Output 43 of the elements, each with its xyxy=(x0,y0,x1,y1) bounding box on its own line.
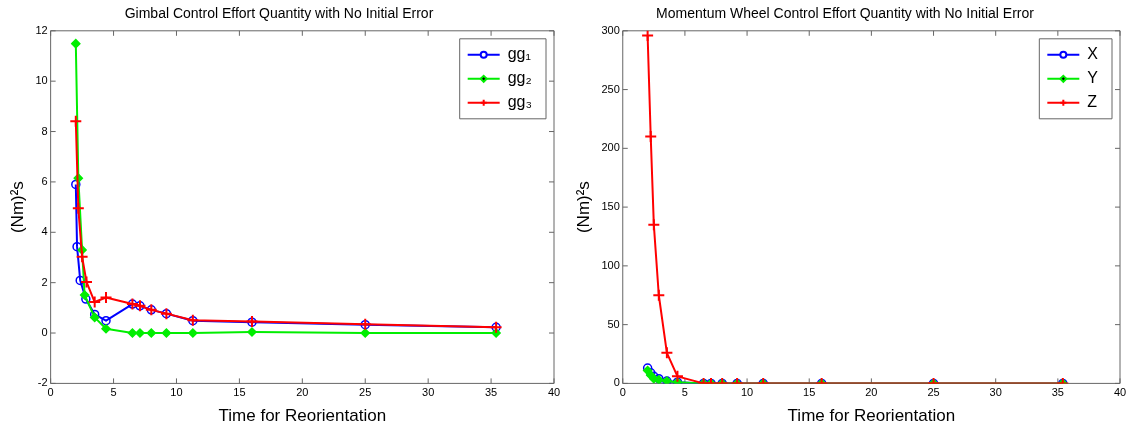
x-tick-label: 5 xyxy=(681,386,688,399)
x-tick-label: 35 xyxy=(1051,386,1064,399)
x-tick-label: 40 xyxy=(1113,386,1127,399)
x-tick-label: 10 xyxy=(170,386,183,399)
y-tick-label: 4 xyxy=(41,225,48,238)
y-tick-label: 100 xyxy=(601,258,620,271)
legend-label: gg₂ xyxy=(507,69,532,87)
y-tick-label: 0 xyxy=(613,376,620,389)
y-axis-title: (Nm)²s xyxy=(7,181,27,234)
x-axis-title: Time for Reorientation xyxy=(218,406,387,426)
x-tick-label: 30 xyxy=(989,386,1002,399)
x-tick-label: 40 xyxy=(547,386,561,399)
y-tick-label: 50 xyxy=(607,317,620,330)
y-tick-label: -2 xyxy=(37,376,48,389)
legend-label: gg₁ xyxy=(507,45,531,63)
y-tick-label: 12 xyxy=(35,23,48,36)
x-tick-label: 25 xyxy=(927,386,940,399)
x-tick-label: 20 xyxy=(296,386,309,399)
x-tick-label: 15 xyxy=(803,386,816,399)
x-axis-title: Time for Reorientation xyxy=(787,406,956,426)
x-tick-label: 20 xyxy=(865,386,878,399)
chart-title: Momentum Wheel Control Effort Quantity with No Initial Error xyxy=(656,5,1035,22)
x-tick-label: 15 xyxy=(233,386,246,399)
x-tick-label: 30 xyxy=(422,386,435,399)
chart-title: Gimbal Control Effort Quantity with No Initial Error xyxy=(124,5,434,22)
y-tick-label: 250 xyxy=(601,82,620,95)
y-tick-label: 0 xyxy=(41,326,48,339)
y-tick-label: 10 xyxy=(35,74,48,87)
legend-label: Z xyxy=(1087,93,1098,111)
x-tick-label: 35 xyxy=(484,386,498,399)
y-tick-label: 150 xyxy=(601,200,620,213)
y-tick-label: 2 xyxy=(41,275,48,288)
x-tick-label: 25 xyxy=(359,386,372,399)
x-tick-label: 5 xyxy=(110,386,117,399)
legend-label: X xyxy=(1087,45,1099,63)
y-tick-label: 300 xyxy=(601,23,620,36)
y-tick-label: 200 xyxy=(601,141,620,154)
legend-label: Y xyxy=(1087,69,1099,87)
y-tick-label: 8 xyxy=(41,124,48,137)
legend-label: gg₃ xyxy=(507,93,532,111)
y-tick-label: 6 xyxy=(41,174,48,187)
y-axis-title: (Nm)²s xyxy=(573,181,593,234)
x-tick-label: 10 xyxy=(740,386,754,399)
